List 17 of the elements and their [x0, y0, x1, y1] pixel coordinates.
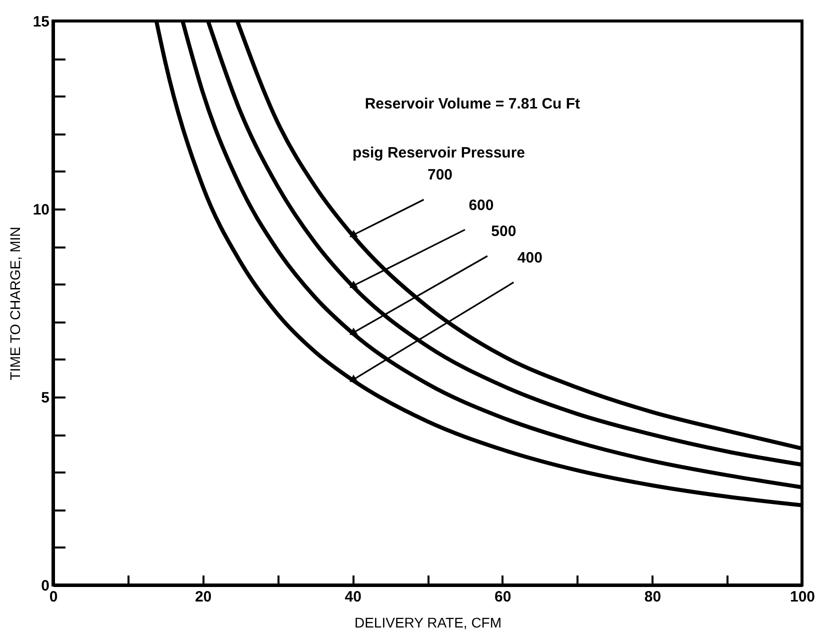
text: 600 [468, 196, 494, 214]
legend-title: psig Reservoir Pressure [352, 144, 526, 162]
x-tick-label: 80 [644, 588, 662, 606]
x-tick-label: 100 [790, 588, 816, 606]
y-tick-label: 5 [41, 390, 50, 406]
x-axis-title: DELIVERY RATE, CFM [354, 614, 502, 630]
x-tick-label: 40 [344, 588, 362, 606]
x-tick-label: 20 [194, 588, 212, 606]
y-tick-label: 0 [41, 578, 50, 594]
y-tick-label: 15 [32, 14, 50, 30]
text: 400 [517, 249, 542, 266]
y-axis-title: TIME TO CHARGE, MIN [6, 226, 23, 380]
text: 700 [428, 166, 453, 184]
annotation: Reservoir Volume = 7.81 Cu Ft [364, 96, 580, 113]
text: 500 [491, 223, 516, 240]
y-tick-label: 10 [32, 202, 50, 218]
x-tick-label: 60 [494, 588, 512, 606]
